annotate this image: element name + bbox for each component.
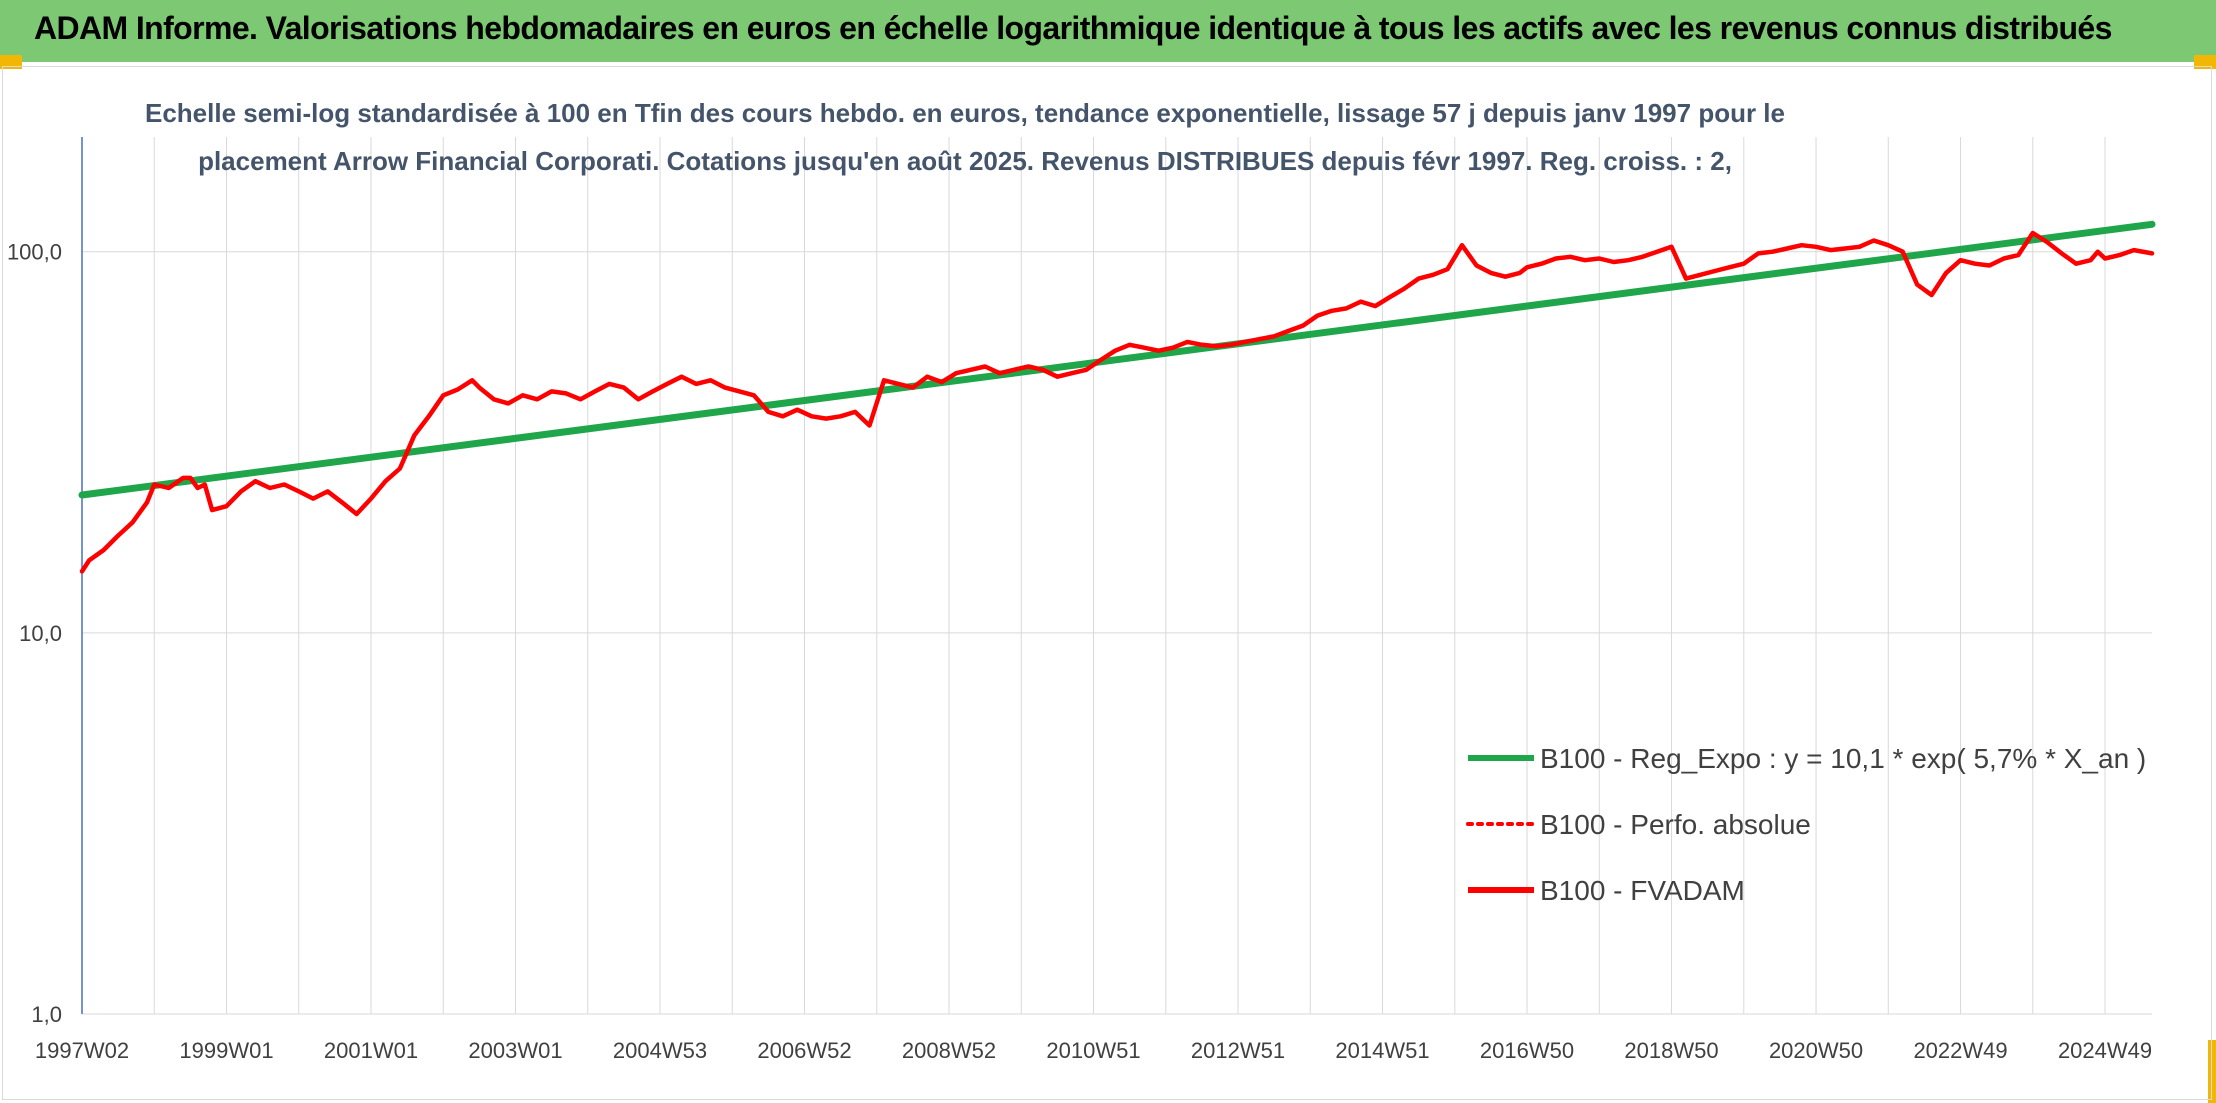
x-tick-label: 2022W49 [1913,1038,2007,1063]
chart-frame [2,66,2212,1100]
axes: 1,0 10,0 100,0 1997W02 1999W01 2001W01 2003W01… [7,137,2152,1063]
x-tick-label: 2024W49 [2058,1038,2152,1063]
corner-accent-bottom-right [2208,1040,2216,1103]
x-tick-label: 2010W51 [1046,1038,1140,1063]
corner-accent-top-right [2194,55,2216,69]
x-tick-label: 1997W02 [35,1038,129,1063]
series-layer [78,220,2156,574]
corner-accent-top-left [0,55,22,69]
y-tick-label: 100,0 [7,240,62,265]
x-tick-label: 2014W51 [1335,1038,1429,1063]
x-tick-label: 2001W01 [324,1038,418,1063]
legend-label: B100 - Perfo. absolue [1540,809,1811,840]
page-title: ADAM Informe. Valorisations hebdomadaire… [34,10,2112,46]
legend-label: B100 - Reg_Expo : y = 10,1 * exp( 5,7% *… [1540,743,2146,774]
x-tick-label: 1999W01 [179,1038,273,1063]
y-tick-label: 10,0 [19,621,62,646]
legend-label: B100 - FVADAM [1540,875,1745,906]
x-tick-label: 2006W52 [757,1038,851,1063]
x-tick-label: 2012W51 [1191,1038,1285,1063]
chart-subtitle-line1: Echelle semi-log standardisée à 100 en T… [145,98,1785,128]
legend: B100 - Reg_Expo : y = 10,1 * exp( 5,7% *… [1466,743,2146,906]
chart-subtitle-line2: placement Arrow Financial Corporati. Cot… [198,146,1732,176]
y-tick-label: 1,0 [31,1002,62,1027]
x-tick-label: 2004W53 [613,1038,707,1063]
x-tick-label: 2008W52 [902,1038,996,1063]
header-banner: ADAM Informe. Valorisations hebdomadaire… [0,0,2216,62]
x-tick-label: 2020W50 [1769,1038,1863,1063]
gridlines [81,137,2152,1015]
series-line-reg-expo [78,220,2156,499]
x-tick-label: 2018W50 [1624,1038,1718,1063]
x-tick-label: 2016W50 [1480,1038,1574,1063]
series-line-fvadam [79,230,2155,574]
x-tick-label: 2003W01 [468,1038,562,1063]
